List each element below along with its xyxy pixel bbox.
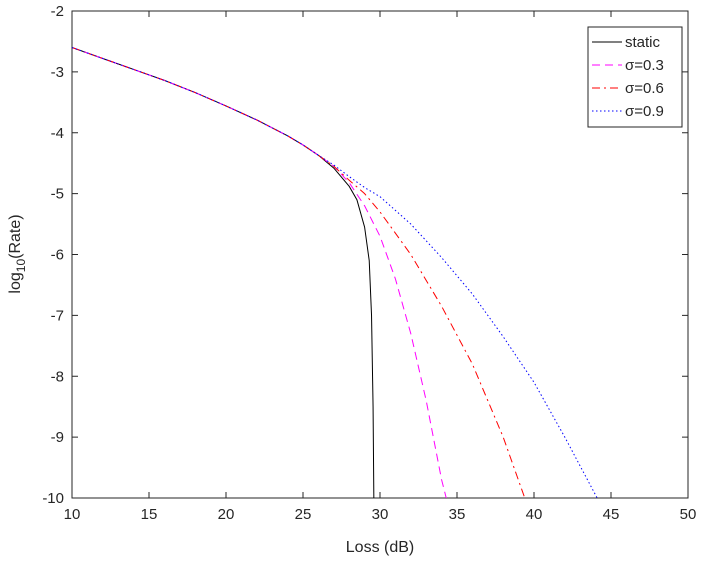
y-tick-label: -3	[51, 64, 64, 81]
y-label-base: log	[7, 272, 24, 293]
plot-lines	[72, 47, 598, 498]
legend-label: σ=0.3	[625, 57, 664, 74]
y-tick-label: -9	[51, 429, 64, 446]
y-tick-label: -10	[42, 490, 64, 507]
x-tick-label: 35	[449, 506, 466, 523]
legend-label: σ=0.9	[625, 103, 664, 120]
x-axis-label: Loss (dB)	[346, 539, 414, 556]
y-label-sub: 10	[14, 259, 28, 273]
x-tick-label: 20	[218, 506, 235, 523]
legend-label: σ=0.6	[625, 80, 664, 97]
legend-label: static	[625, 34, 661, 51]
x-tick-label: 40	[526, 506, 543, 523]
series-line	[72, 47, 598, 498]
x-tick-label: 10	[64, 506, 81, 523]
y-tick-label: -2	[51, 3, 64, 20]
y-tick-label: -5	[51, 186, 64, 203]
y-tick-label: -8	[51, 368, 64, 385]
y-tick-label: -6	[51, 247, 64, 264]
y-axis-label: log10(Rate)	[7, 214, 28, 293]
y-label-rest: (Rate)	[7, 214, 24, 258]
legend-box	[587, 26, 683, 128]
series-line	[72, 47, 447, 498]
x-tick-label: 25	[295, 506, 312, 523]
x-tick-label: 50	[680, 506, 697, 523]
x-tick-label: 30	[372, 506, 389, 523]
x-tick-label: 45	[603, 506, 620, 523]
y-tick-label: -7	[51, 307, 64, 324]
x-tick-label: 15	[141, 506, 158, 523]
y-tick-label: -4	[51, 125, 64, 142]
